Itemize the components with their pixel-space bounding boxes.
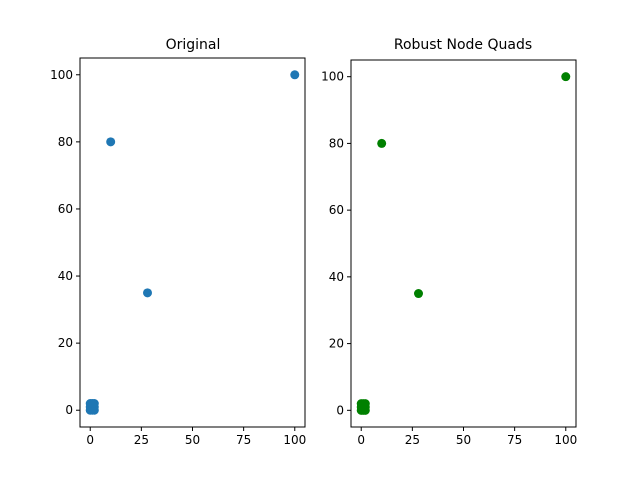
data-point [358, 405, 368, 415]
y-tick-label: 60 [329, 203, 344, 217]
data-point [87, 405, 97, 415]
plot-area [350, 59, 577, 428]
x-tick-label: 100 [283, 433, 306, 447]
x-tick-label: 25 [134, 433, 149, 447]
y-axis: 0 20 40 60 80 100 [50, 68, 80, 417]
data-point [414, 289, 423, 299]
chart-title: Original [166, 37, 221, 53]
y-tick-label: 100 [321, 70, 344, 84]
data-point [561, 72, 571, 82]
y-tick-label: 40 [58, 269, 73, 283]
y-tick-label: 20 [329, 337, 344, 351]
data-point [377, 138, 387, 148]
original-chart: Original 0 25 50 75 100 0 20 40 60 80 100 [50, 37, 306, 447]
y-axis: 0 20 40 60 80 100 [321, 70, 351, 417]
data-point [87, 399, 97, 409]
x-tick-label: 50 [456, 433, 471, 447]
x-tick-label: 0 [86, 433, 94, 447]
x-axis: 0 25 50 75 100 [357, 427, 577, 447]
x-tick-label: 75 [507, 433, 522, 447]
x-tick-label: 25 [405, 433, 420, 447]
data-point [143, 288, 152, 298]
x-tick-label: 100 [554, 433, 577, 447]
y-tick-label: 80 [329, 136, 344, 150]
scatter-points [356, 72, 571, 415]
y-tick-label: 0 [336, 403, 344, 417]
y-tick-label: 60 [58, 202, 73, 216]
x-tick-label: 0 [357, 433, 365, 447]
x-tick-label: 50 [185, 433, 200, 447]
data-point [106, 137, 116, 147]
data-point [358, 399, 368, 409]
robust-node-quads-chart: Robust Node Quads 0 25 50 75 100 0 20 40 60 80 10… [321, 37, 577, 447]
data-point [290, 70, 300, 80]
x-axis: 0 25 50 75 100 [86, 427, 306, 447]
scatter-points [85, 70, 300, 415]
y-tick-label: 0 [65, 403, 73, 417]
chart-title: Robust Node Quads [394, 37, 532, 53]
x-tick-label: 75 [236, 433, 251, 447]
y-tick-label: 80 [58, 135, 73, 149]
y-tick-label: 20 [58, 336, 73, 350]
y-tick-label: 40 [329, 270, 344, 284]
y-tick-label: 100 [50, 68, 73, 82]
plot-area [79, 57, 306, 428]
